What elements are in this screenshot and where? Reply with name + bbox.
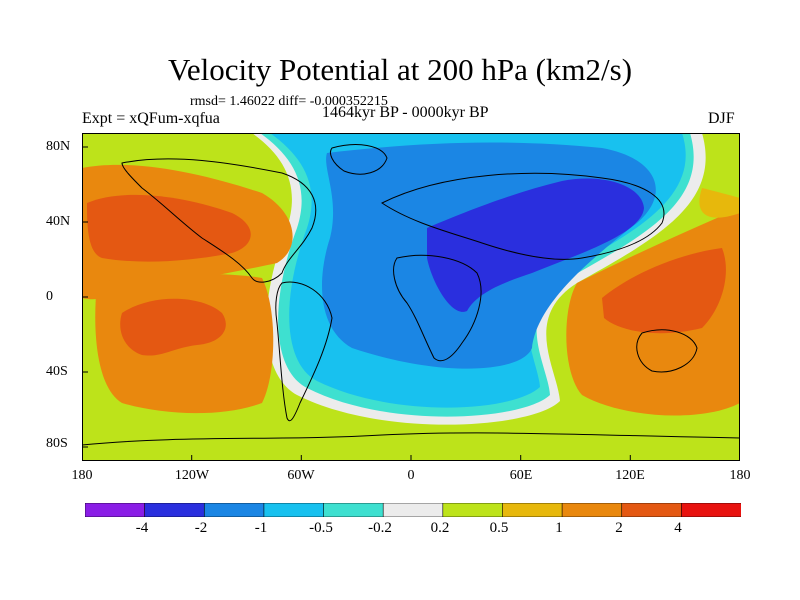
season-label: DJF xyxy=(708,110,735,127)
x-tick-label: 180 xyxy=(729,468,751,483)
y-tick-label: 40S xyxy=(46,364,68,379)
colorbar-label: 4 xyxy=(674,520,682,536)
colorbar-swatch xyxy=(323,503,384,517)
field-npac-max2 xyxy=(87,194,251,262)
field-level-neg2 xyxy=(427,178,644,312)
colorbar-swatch xyxy=(681,503,741,517)
velocity-potential-map xyxy=(82,133,740,461)
experiment-label: Expt = xQFum-xqfua xyxy=(82,110,220,127)
chart-title: Velocity Potential at 200 hPa (km2/s) xyxy=(167,52,633,87)
colorbar-swatch xyxy=(263,503,325,517)
colorbar-label: 0.2 xyxy=(430,520,450,536)
colorbar-swatch xyxy=(442,503,504,517)
x-tick-label: 120E xyxy=(615,468,645,483)
coast-eurasia xyxy=(381,172,665,260)
x-tick-label: 180 xyxy=(71,468,93,483)
x-tick-label: 0 xyxy=(407,468,415,483)
colorbar-swatch xyxy=(382,503,444,517)
colorbar-label: -2 xyxy=(194,520,208,536)
colorbar-label: 1 xyxy=(555,520,563,536)
coast-africa xyxy=(393,254,482,362)
colorbar-swatch xyxy=(561,503,623,517)
period-label: 1464kyr BP - 0000kyr BP xyxy=(322,104,489,121)
x-tick-label: 60E xyxy=(509,468,533,483)
coast-north-america xyxy=(121,158,317,283)
coast-south-america xyxy=(275,281,333,422)
coast-australia xyxy=(636,329,698,373)
colorbar xyxy=(85,503,741,517)
stats-label: rmsd= 1.46022 diff= -0.000352215 xyxy=(190,94,388,109)
colorbar-label: -4 xyxy=(135,520,149,536)
x-tick-label: 120W xyxy=(174,468,210,483)
y-tick-label: 0 xyxy=(46,289,53,304)
colorbar-swatch xyxy=(85,503,146,517)
colorbar-swatch xyxy=(203,503,265,517)
colorbar-swatch xyxy=(144,503,206,517)
field-maritime-max2 xyxy=(602,248,726,334)
colorbar-label: 0.5 xyxy=(489,520,509,536)
colorbar-label: -0.2 xyxy=(368,520,392,536)
colorbar-label: -1 xyxy=(254,520,268,536)
y-tick-label: 80S xyxy=(46,436,68,451)
colorbar-swatch xyxy=(621,503,683,517)
colorbar-swatch xyxy=(502,503,563,517)
field-east-edge xyxy=(699,188,740,218)
colorbar-label: -0.5 xyxy=(309,520,333,536)
y-tick-label: 40N xyxy=(46,214,71,229)
field-spac-max2 xyxy=(120,298,226,356)
coast-antarctica xyxy=(82,432,740,446)
y-tick-label: 80N xyxy=(46,139,71,154)
colorbar-label: 2 xyxy=(615,520,623,536)
x-tick-label: 60W xyxy=(287,468,315,483)
coast-greenland xyxy=(330,144,388,175)
